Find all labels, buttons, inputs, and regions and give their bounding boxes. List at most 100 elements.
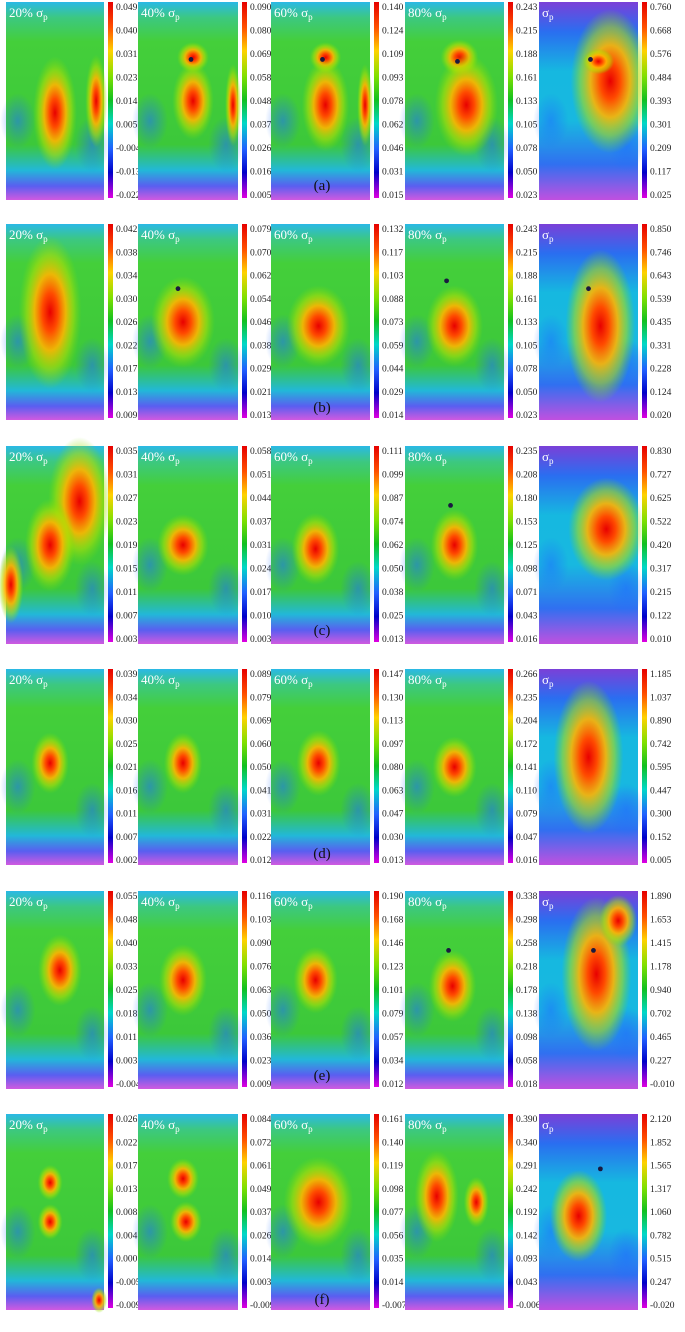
panel-r5-c3: 80% σp 0.390 0.340 0.291 0.242 0.192 0.142 0.09… [399, 1114, 541, 1311]
colorbar-tick: 0.089 [250, 670, 272, 680]
colorbar-tick: 0.073 [382, 318, 404, 328]
colorbar-tick: 0.215 [516, 27, 538, 37]
colorbar [642, 224, 647, 418]
colorbar-tick: 0.133 [516, 318, 538, 328]
colorbar-tick: 0.044 [250, 494, 272, 504]
colorbar-tick: 0.040 [116, 27, 138, 37]
strain-concentration [159, 944, 207, 1017]
panel-title: 60% σp [274, 1117, 313, 1134]
strain-concentration [296, 729, 341, 797]
colorbar-tick: 0.124 [382, 27, 404, 37]
low-strain-zone [265, 759, 301, 815]
colorbar-tick: -0.013 [116, 168, 141, 178]
colorbar-tick: 0.047 [382, 810, 404, 820]
colorbar-tick: 0.208 [516, 471, 538, 481]
colorbar-tick: 0.625 [650, 494, 672, 504]
panel-title: 20% σp [9, 1117, 48, 1134]
colorbar-tick: 0.025 [650, 191, 672, 201]
colorbar-tick: 1.890 [650, 892, 672, 902]
colorbar-tick: 0.040 [116, 939, 138, 949]
colorbar-tick: 1.178 [650, 963, 672, 973]
colorbar-tick: 0.105 [516, 341, 538, 351]
colorbar-tick: 0.023 [250, 1057, 272, 1067]
colorbar-tick: 0.093 [382, 74, 404, 84]
colorbar-tick: 0.595 [650, 763, 672, 773]
colorbar-tick: 0.116 [250, 892, 271, 902]
strain-concentration [582, 48, 615, 75]
colorbar-tick: 0.393 [650, 97, 672, 107]
colorbar [242, 2, 247, 198]
strain-concentration [357, 63, 373, 147]
colorbar [642, 446, 647, 642]
colorbar [242, 891, 247, 1087]
low-strain-zone [399, 537, 435, 593]
low-strain-zone [474, 1005, 510, 1062]
low-strain-zone [340, 782, 376, 838]
colorbar-tick: 0.030 [382, 833, 404, 843]
colorbar [108, 224, 113, 418]
colorbar [508, 669, 513, 863]
colorbar-tick: 0.140 [382, 1138, 404, 1148]
strain-concentration [414, 1150, 459, 1243]
colorbar-tick: 0.301 [650, 121, 672, 131]
colorbar-tick: 0.003 [250, 1278, 272, 1288]
panel-r5-c4: σp2.1201.8521.5651.3171.0600.7820.5150.2… [533, 1114, 675, 1311]
colorbar-tick: 0.069 [250, 717, 272, 727]
strain-concentration [33, 56, 77, 170]
panel-r5-c2: 60% σp 0.161 0.140 0.119 0.098 0.077 0.056 0.03… [265, 1114, 407, 1311]
low-strain-zone [340, 1227, 376, 1283]
colorbar-tick: 0.247 [650, 1278, 672, 1288]
row-0: 20% σp 0.049 0.040 0.031 0.023 0.014 0.005 -0.0… [0, 2, 672, 201]
low-strain-zone [208, 782, 244, 838]
colorbar-tick: 0.090 [250, 3, 272, 13]
colorbar-tick: 0.084 [250, 1115, 272, 1125]
panel-r3-c0: 20% σp 0.039 0.034 0.030 0.025 0.021 0.016 0.01… [0, 669, 138, 866]
colorbar-tick: 0.054 [250, 295, 272, 305]
colorbar [508, 224, 513, 418]
marker-dot [448, 503, 453, 508]
colorbar-tick: 0.031 [116, 471, 138, 481]
colorbar-tick: 0.420 [650, 541, 672, 551]
colorbar-tick: 0.079 [382, 1010, 404, 1020]
colorbar-tick: 0.022 [116, 1138, 138, 1148]
panel-r5-c0: 20% σp 0.026 0.022 0.017 0.013 0.008 0.004 0.00… [0, 1114, 141, 1313]
colorbar-tick: 0.016 [250, 168, 272, 178]
colorbar-tick: 0.172 [516, 740, 538, 750]
strain-concentration [225, 63, 241, 147]
colorbar-tick: 0.025 [116, 986, 138, 996]
colorbar-tick: 0.209 [650, 144, 672, 154]
colorbar [508, 2, 513, 198]
row-1: 20% σp 0.042 0.038 0.034 0.030 0.026 0.022 0.01… [0, 224, 672, 421]
colorbar [374, 891, 379, 1087]
colorbar-tick: 0.011 [116, 1033, 137, 1043]
colorbar-tick: 0.003 [116, 635, 138, 645]
low-strain-zone [399, 93, 435, 149]
low-strain-zone [132, 982, 168, 1038]
colorbar-tick: 0.023 [516, 191, 538, 201]
colorbar-tick: 0.122 [650, 612, 672, 622]
colorbar-tick: 0.125 [516, 541, 538, 551]
colorbar-tick: 0.021 [250, 388, 272, 398]
colorbar [108, 2, 113, 198]
colorbar-tick: 0.058 [250, 74, 272, 84]
colorbar-tick: 0.180 [516, 494, 538, 504]
colorbar-tick: 0.242 [516, 1185, 538, 1195]
colorbar-tick: 0.101 [382, 986, 404, 996]
colorbar [374, 1114, 379, 1308]
colorbar-tick: 0.034 [116, 272, 138, 282]
colorbar-tick: 0.465 [650, 1033, 672, 1043]
colorbar-tick: 0.036 [250, 1033, 272, 1043]
colorbar-tick: 0.746 [650, 248, 672, 258]
marker-dot [444, 278, 449, 284]
marker-dot [188, 57, 194, 62]
strain-concentration [428, 950, 477, 1023]
colorbar-tick: 0.058 [516, 1057, 538, 1067]
colorbar-tick: 0.080 [382, 763, 404, 773]
colorbar-tick: 0.243 [516, 225, 538, 235]
panel-r0-c2: 60% σp 0.140 0.124 0.109 0.093 0.078 0.062 0.04… [265, 2, 404, 201]
panel-r1-c4: σp0.8500.7460.6430.5390.4350.3310.2280.1… [533, 224, 672, 421]
colorbar [642, 891, 647, 1087]
marker-dot [455, 59, 460, 64]
colorbar-tick: 0.643 [650, 272, 672, 282]
colorbar-tick: 0.098 [516, 1033, 538, 1043]
